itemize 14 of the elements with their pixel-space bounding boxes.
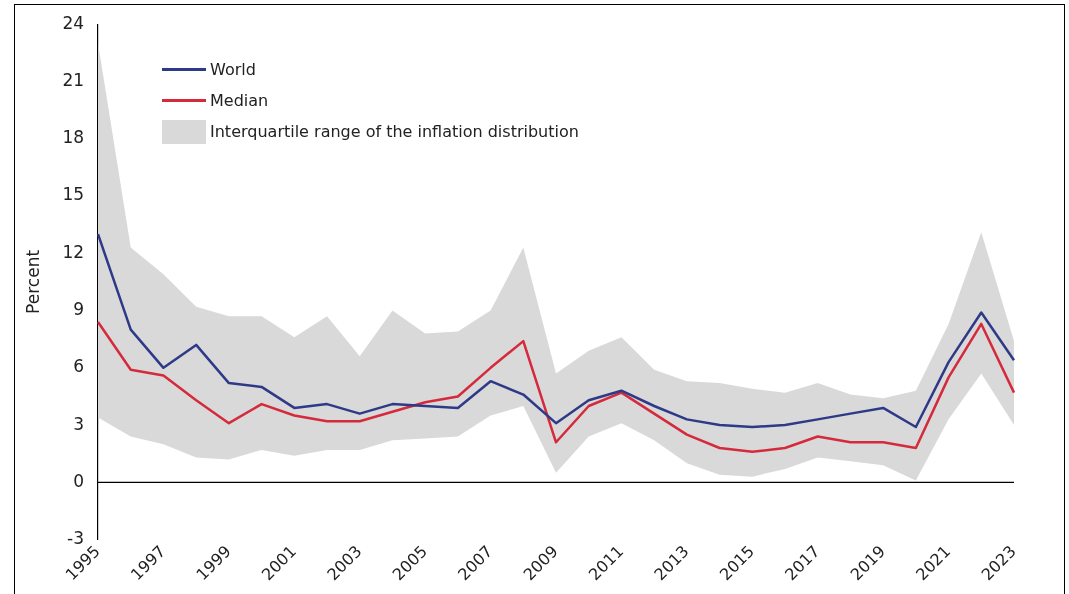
y-tick-label: -3	[67, 528, 85, 549]
y-tick-label: 12	[62, 241, 85, 262]
legend-label: Median	[210, 91, 269, 110]
y-tick-label: 18	[62, 127, 85, 148]
legend-label: World	[210, 60, 256, 79]
y-tick-label: 21	[62, 69, 85, 90]
y-tick-label: 3	[73, 413, 85, 434]
y-tick-label: 6	[73, 356, 85, 377]
y-axis-title: Percent	[22, 249, 43, 314]
y-tick-label: 24	[62, 12, 85, 33]
y-tick-label: 0	[73, 470, 85, 491]
annotation: Interquartile range of the inflation distribution	[210, 122, 579, 141]
y-tick-label: 15	[62, 184, 85, 205]
y-tick-label: 9	[73, 298, 85, 319]
